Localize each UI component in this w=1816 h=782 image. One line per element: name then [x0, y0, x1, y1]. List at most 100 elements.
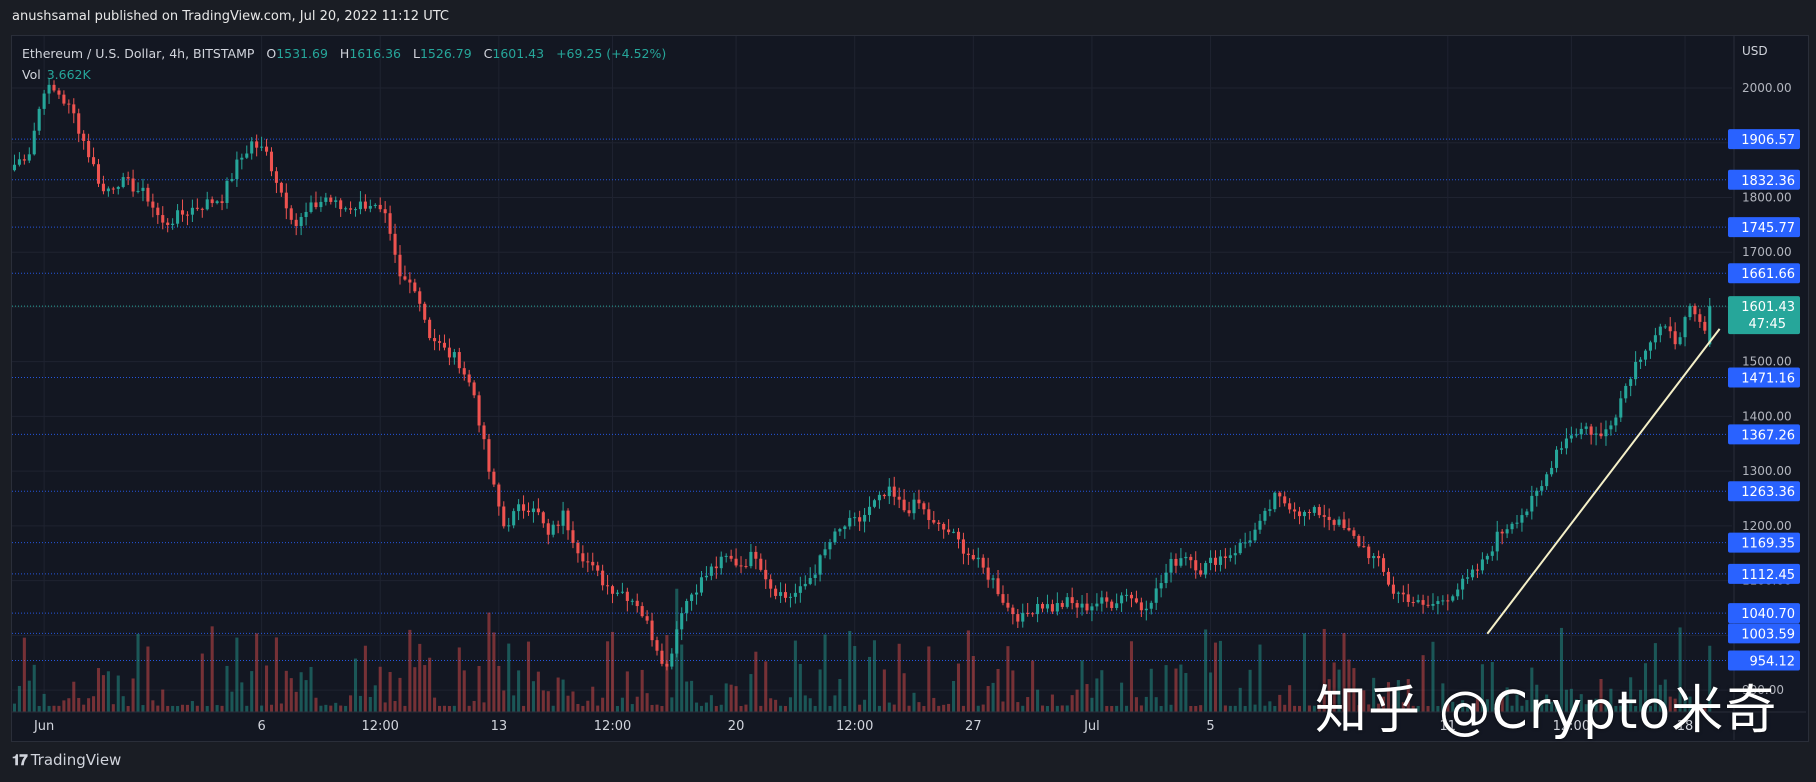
- volume-bar: [1016, 702, 1020, 712]
- legend-symbol[interactable]: Ethereum / U.S. Dollar, 4h, BITSTAMP: [22, 46, 255, 61]
- candle-body: [1466, 577, 1470, 579]
- legend-vol-label[interactable]: Vol: [22, 67, 41, 82]
- volume-bar: [240, 682, 244, 712]
- candle-body: [971, 554, 975, 560]
- candle-body: [586, 561, 590, 563]
- candle-body: [1174, 558, 1178, 566]
- candle-body: [877, 494, 881, 501]
- candle-body: [1678, 337, 1682, 345]
- volume-bar: [1475, 695, 1479, 712]
- candle-body: [447, 347, 451, 358]
- chart-frame[interactable]: [11, 35, 1809, 742]
- x-tick-label: Jun: [33, 719, 54, 734]
- candle-body: [1105, 597, 1109, 602]
- volume-bar: [57, 705, 61, 712]
- volume-bar: [373, 685, 377, 712]
- candle-body: [828, 542, 832, 550]
- candle-body: [1505, 529, 1509, 534]
- candle-body: [210, 199, 214, 204]
- candle-body: [734, 558, 738, 566]
- candle-body: [1367, 546, 1371, 559]
- volume-bar: [1569, 688, 1573, 712]
- volume-bar: [670, 697, 674, 712]
- candle-body: [1693, 305, 1697, 315]
- candle-body: [1362, 546, 1366, 548]
- candle-body: [1441, 600, 1445, 602]
- candle-body: [699, 577, 704, 593]
- volume-bar: [1149, 668, 1153, 712]
- candle-body: [141, 187, 145, 191]
- candle-body: [966, 553, 970, 555]
- volume-bar: [1663, 679, 1667, 712]
- candle-body: [719, 556, 723, 569]
- candle-body: [106, 188, 110, 192]
- volume-bar: [1302, 633, 1307, 712]
- volume-bar: [922, 705, 926, 712]
- candle-body: [1194, 560, 1198, 571]
- candle-body: [1317, 507, 1321, 516]
- volume-bar: [111, 704, 115, 712]
- candle-body: [1001, 594, 1005, 603]
- volume-bar: [947, 703, 951, 712]
- volume-bar: [620, 697, 624, 712]
- candle-body: [1342, 519, 1346, 528]
- volume-bar: [665, 635, 669, 712]
- volume-bar: [1322, 628, 1326, 712]
- volume-bar: [309, 666, 313, 712]
- price-level-value: 1661.66: [1741, 267, 1795, 282]
- candle-body: [373, 204, 377, 206]
- candle-body: [1648, 342, 1652, 351]
- candle-body: [1411, 601, 1415, 603]
- volume-bar: [32, 664, 36, 712]
- volume-bar: [507, 643, 511, 712]
- volume-bar: [1154, 697, 1158, 712]
- volume-bar: [1678, 627, 1682, 712]
- volume-bar: [764, 661, 768, 712]
- candle-body: [1055, 603, 1059, 612]
- volume-bar: [561, 679, 565, 712]
- volume-bar: [1382, 696, 1386, 712]
- candle-body: [185, 214, 189, 216]
- candle-body: [571, 530, 575, 543]
- volume-bar: [635, 696, 639, 712]
- volume-bar: [383, 702, 387, 712]
- candle-body: [1530, 495, 1534, 512]
- candle-body: [1233, 553, 1237, 556]
- price-level-tag-bg: [1728, 650, 1800, 671]
- candle-body: [235, 159, 239, 180]
- last-price-tag-bg: [1728, 296, 1800, 335]
- candle-body: [487, 439, 491, 472]
- candle-body: [942, 524, 946, 530]
- volume-bar: [690, 680, 694, 712]
- candle-body: [522, 504, 526, 511]
- volume-bar: [1594, 698, 1598, 712]
- y-tick-label: 1800.00: [1742, 190, 1792, 204]
- candle-body: [1545, 474, 1549, 487]
- volume-bar: [719, 704, 723, 712]
- volume-bar: [749, 674, 753, 712]
- tradingview-footer[interactable]: 𝟏𝟕 TradingView: [12, 751, 121, 769]
- candle-body: [477, 395, 481, 426]
- volume-bar: [215, 705, 219, 712]
- volume-bar: [877, 705, 881, 712]
- candle-body: [1169, 558, 1173, 573]
- volume-bar: [729, 684, 733, 712]
- currency-label: USD: [1742, 44, 1768, 58]
- candle-body: [1663, 326, 1667, 328]
- price-level-value: 1003.59: [1741, 627, 1795, 642]
- candle-body: [309, 202, 313, 212]
- volume-bar: [1436, 706, 1440, 712]
- candle-body: [1149, 602, 1153, 609]
- price-level-tag: 1471.16: [1728, 367, 1800, 388]
- candle-body: [1184, 556, 1188, 559]
- candle-body: [1100, 597, 1104, 604]
- legend-close-value: 1601.43: [492, 46, 545, 61]
- candle-body: [610, 586, 615, 594]
- candle-body: [492, 471, 496, 485]
- candle-body: [902, 499, 906, 511]
- volume-bar: [1579, 694, 1583, 712]
- volume-bar: [413, 667, 417, 712]
- volume-bar: [1129, 641, 1134, 712]
- volume-bar: [457, 647, 461, 712]
